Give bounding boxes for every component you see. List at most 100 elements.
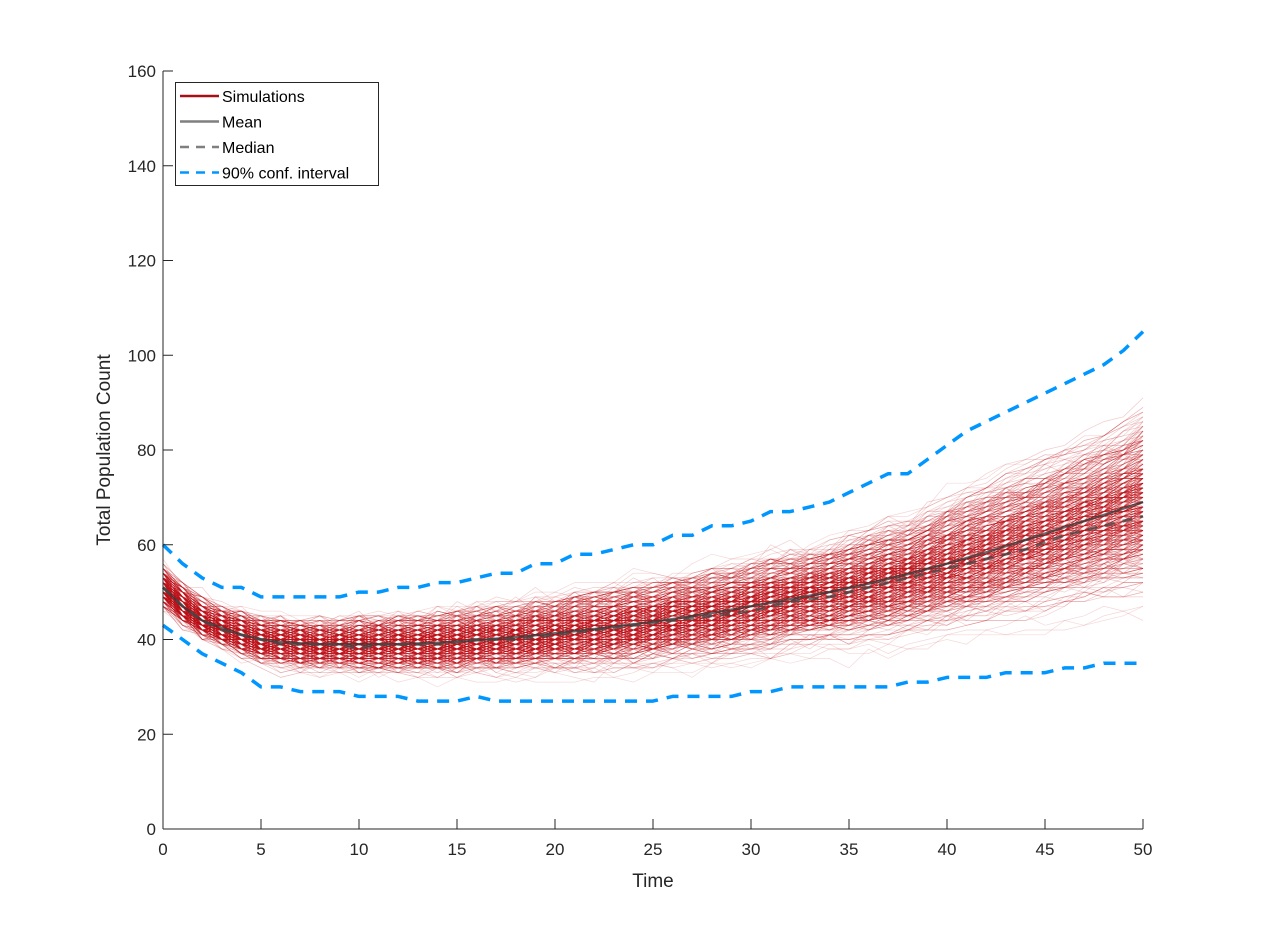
simulation-line bbox=[162, 549, 1144, 659]
simulation-line bbox=[162, 520, 1144, 659]
simulation-line bbox=[162, 482, 1144, 650]
median-line bbox=[161, 514, 1144, 651]
simulation-line bbox=[162, 449, 1144, 636]
simulation-line bbox=[162, 539, 1144, 664]
simulation-line bbox=[162, 497, 1144, 645]
simulation-line bbox=[162, 511, 1144, 664]
simulation-line bbox=[162, 572, 1143, 664]
simulation-line bbox=[162, 515, 1144, 659]
simulation-line bbox=[162, 473, 1144, 645]
simulation-line bbox=[162, 449, 1144, 640]
simulation-line bbox=[162, 530, 1144, 659]
x-tick-label: 35 bbox=[840, 840, 859, 859]
simulation-line bbox=[162, 591, 1144, 674]
simulation-line bbox=[162, 520, 1144, 659]
simulation-line bbox=[162, 397, 1144, 631]
simulation-line bbox=[162, 582, 1143, 678]
x-tick-label: 30 bbox=[742, 840, 761, 859]
simulation-line bbox=[162, 563, 1144, 669]
simulation-line bbox=[162, 530, 1143, 659]
simulation-line bbox=[162, 530, 1144, 655]
simulation-line bbox=[162, 572, 1143, 674]
simulation-line bbox=[162, 492, 1143, 640]
simulation-line bbox=[162, 539, 1144, 664]
simulation-line bbox=[162, 440, 1144, 645]
simulation-line bbox=[162, 549, 1143, 659]
simulation-line bbox=[162, 473, 1143, 645]
simulation-line bbox=[162, 515, 1144, 655]
simulation-line bbox=[162, 468, 1144, 645]
simulation-line bbox=[162, 544, 1144, 669]
simulation-line bbox=[162, 520, 1144, 659]
simulation-line bbox=[162, 482, 1144, 650]
simulation-line bbox=[162, 468, 1143, 650]
simulation-line bbox=[162, 515, 1144, 655]
simulation-line bbox=[162, 515, 1143, 650]
simulation-line bbox=[162, 487, 1143, 650]
simulation-line bbox=[162, 520, 1144, 650]
simulation-line bbox=[162, 435, 1144, 636]
simulation-line bbox=[162, 553, 1144, 664]
simulation-line bbox=[162, 468, 1144, 645]
simulation-line bbox=[162, 426, 1144, 631]
simulation-line bbox=[162, 520, 1144, 659]
simulation-line bbox=[162, 539, 1144, 659]
simulation-line bbox=[162, 549, 1144, 659]
simulation-line bbox=[162, 468, 1144, 640]
simulation-line bbox=[162, 492, 1144, 640]
simulation-line bbox=[162, 440, 1144, 636]
simulation-line bbox=[162, 449, 1144, 636]
simulation-line bbox=[162, 459, 1144, 631]
simulation-line bbox=[162, 497, 1144, 645]
simulation-line bbox=[162, 511, 1144, 650]
simulation-line bbox=[162, 506, 1144, 659]
simulation-line bbox=[162, 525, 1144, 659]
y-tick-label: 80 bbox=[137, 441, 156, 460]
simulation-line bbox=[162, 563, 1143, 669]
simulation-line bbox=[162, 440, 1144, 631]
simulation-line bbox=[162, 463, 1144, 640]
simulation-line bbox=[162, 544, 1144, 669]
simulation-line bbox=[162, 430, 1144, 636]
simulation-line bbox=[162, 506, 1144, 655]
simulation-line bbox=[162, 478, 1144, 645]
simulation-line bbox=[162, 482, 1144, 640]
simulation-line bbox=[162, 530, 1143, 659]
simulation-line bbox=[162, 463, 1144, 640]
simulation-line bbox=[162, 416, 1144, 626]
simulation-line bbox=[162, 444, 1144, 636]
simulation-line bbox=[162, 501, 1144, 650]
simulation-line bbox=[162, 515, 1144, 659]
simulation-line bbox=[162, 473, 1144, 636]
simulation-line bbox=[162, 549, 1144, 664]
x-tick-label: 50 bbox=[1134, 840, 1153, 859]
simulation-line bbox=[162, 487, 1144, 650]
simulation-line bbox=[162, 506, 1143, 655]
simulation-line bbox=[162, 430, 1144, 631]
simulation-line bbox=[162, 534, 1143, 659]
legend-item: 90% conf. interval bbox=[180, 166, 349, 183]
simulation-line bbox=[162, 530, 1144, 664]
simulation-line bbox=[162, 534, 1144, 664]
simulation-line bbox=[162, 425, 1144, 631]
simulation-line bbox=[162, 482, 1144, 645]
simulation-line bbox=[162, 572, 1144, 669]
simulation-line bbox=[162, 482, 1144, 645]
simulation-line bbox=[162, 473, 1143, 645]
simulation-line bbox=[162, 473, 1143, 640]
simulation-line bbox=[162, 473, 1144, 640]
simulation-line bbox=[162, 468, 1144, 645]
simulation-line bbox=[162, 544, 1144, 664]
y-tick-label: 60 bbox=[137, 536, 156, 555]
simulation-line bbox=[162, 520, 1143, 659]
simulation-line bbox=[162, 511, 1144, 650]
simulation-line bbox=[162, 539, 1144, 664]
simulation-lines bbox=[162, 397, 1144, 688]
simulation-line bbox=[162, 435, 1144, 636]
simulation-line bbox=[162, 553, 1144, 669]
simulation-line bbox=[162, 558, 1144, 674]
simulation-line bbox=[162, 492, 1144, 650]
simulation-line bbox=[162, 601, 1144, 678]
simulation-line bbox=[162, 468, 1144, 645]
simulation-line bbox=[162, 520, 1143, 655]
